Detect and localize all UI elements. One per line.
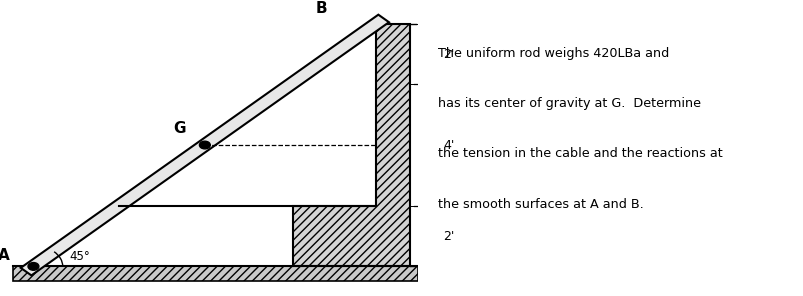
Circle shape [199,141,210,149]
Polygon shape [292,24,410,266]
Text: A: A [0,248,10,263]
Text: 2': 2' [442,230,454,242]
Text: B: B [316,1,328,16]
Text: the tension in the cable and the reactions at: the tension in the cable and the reactio… [438,147,722,160]
Polygon shape [13,266,418,281]
Polygon shape [21,15,389,275]
Text: G: G [173,121,185,136]
Text: 2': 2' [442,48,454,60]
Text: 4': 4' [442,139,454,152]
Text: The uniform rod weighs 420LBa and: The uniform rod weighs 420LBa and [438,47,669,60]
Circle shape [28,263,39,270]
Text: has its center of gravity at G.  Determine: has its center of gravity at G. Determin… [438,97,700,110]
Text: 45°: 45° [69,250,90,263]
Text: the smooth surfaces at A and B.: the smooth surfaces at A and B. [438,198,643,211]
